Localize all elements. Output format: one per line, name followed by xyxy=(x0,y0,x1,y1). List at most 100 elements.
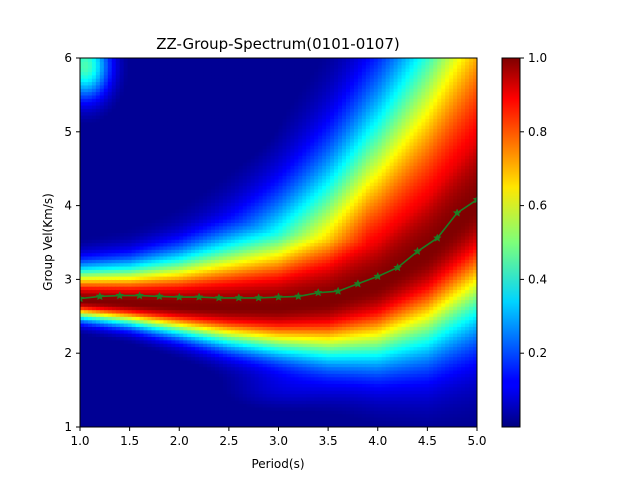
heatmap-cell xyxy=(242,222,248,227)
heatmap-cell xyxy=(250,339,256,344)
heatmap-cell xyxy=(80,255,85,260)
heatmap-cell xyxy=(167,104,172,109)
heatmap-cell xyxy=(199,282,204,287)
heatmap-cell xyxy=(207,292,212,297)
heatmap-cell xyxy=(242,306,248,311)
heatmap-cell xyxy=(135,316,141,321)
heatmap-cell xyxy=(131,269,137,274)
heatmap-cell xyxy=(199,413,204,418)
heatmap-cell xyxy=(230,158,236,163)
heatmap-cell xyxy=(135,155,141,160)
heatmap-cell xyxy=(199,148,204,153)
heatmap-cell xyxy=(139,138,145,143)
heatmap-cell xyxy=(123,306,129,311)
heatmap-cell xyxy=(218,336,224,341)
heatmap-cell xyxy=(131,125,137,130)
heatmap-cell xyxy=(183,111,188,116)
heatmap-cell xyxy=(222,155,228,160)
heatmap-cell xyxy=(234,349,240,354)
heatmap-cell xyxy=(226,125,232,130)
heatmap-cell xyxy=(115,232,121,237)
heatmap-cell xyxy=(143,225,149,230)
heatmap-cell xyxy=(87,356,93,361)
heatmap-cell xyxy=(143,279,149,284)
heatmap-cell xyxy=(226,306,232,311)
heatmap-cell xyxy=(91,172,97,176)
heatmap-cell xyxy=(171,225,176,230)
heatmap-cell xyxy=(203,151,208,156)
heatmap-cell xyxy=(159,135,164,140)
heatmap-cell xyxy=(95,299,101,304)
heatmap-cell xyxy=(131,282,137,287)
heatmap-cell xyxy=(211,339,216,344)
heatmap-cell xyxy=(171,316,176,321)
heatmap-cell xyxy=(179,235,184,240)
heatmap-cell xyxy=(242,74,248,79)
heatmap-cell xyxy=(226,219,232,223)
heatmap-cell xyxy=(199,366,204,371)
heatmap-cell xyxy=(127,353,133,358)
heatmap-cell xyxy=(246,141,252,146)
heatmap-cell xyxy=(250,349,256,354)
heatmap-cell xyxy=(238,269,244,274)
heatmap-cell xyxy=(258,380,264,384)
heatmap-cell xyxy=(147,390,153,395)
heatmap-cell xyxy=(254,212,260,217)
heatmap-cell xyxy=(171,74,176,79)
heatmap-cell xyxy=(222,316,228,321)
heatmap-cell xyxy=(218,81,224,86)
heatmap-cell xyxy=(91,74,97,79)
heatmap-cell xyxy=(95,420,101,425)
heatmap-cell xyxy=(179,68,184,73)
heatmap-cell xyxy=(234,343,240,348)
heatmap-cell xyxy=(167,125,172,130)
heatmap-cell xyxy=(111,249,117,254)
heatmap-cell xyxy=(246,339,252,344)
heatmap-cell xyxy=(222,81,228,86)
heatmap-cell xyxy=(155,91,160,96)
heatmap-cell xyxy=(258,279,264,284)
heatmap-cell xyxy=(250,279,256,284)
heatmap-cell xyxy=(80,363,85,368)
heatmap-cell xyxy=(91,222,97,227)
heatmap-cell xyxy=(111,88,117,93)
heatmap-cell xyxy=(95,188,101,193)
heatmap-cell xyxy=(147,232,153,237)
heatmap-cell xyxy=(203,393,208,398)
heatmap-cell xyxy=(159,84,164,89)
heatmap-cell xyxy=(103,168,109,173)
heatmap-cell xyxy=(191,118,196,123)
heatmap-cell xyxy=(226,78,232,83)
heatmap-cell xyxy=(107,115,113,119)
heatmap-cell xyxy=(195,272,200,277)
heatmap-cell xyxy=(234,104,240,109)
heatmap-cell xyxy=(159,373,164,378)
heatmap-cell xyxy=(103,58,109,62)
heatmap-cell xyxy=(103,212,109,217)
heatmap-cell xyxy=(203,91,208,96)
heatmap-cell xyxy=(171,135,176,140)
heatmap-cell xyxy=(131,141,137,146)
heatmap-cell xyxy=(155,222,160,227)
heatmap-cell xyxy=(211,145,216,150)
heatmap-cell xyxy=(179,202,184,207)
heatmap-cell xyxy=(234,269,240,274)
heatmap-cell xyxy=(179,155,184,160)
heatmap-cell xyxy=(123,84,129,89)
heatmap-cell xyxy=(107,161,113,166)
heatmap-cell xyxy=(127,71,133,76)
heatmap-cell xyxy=(203,192,208,197)
heatmap-cell xyxy=(111,423,117,427)
heatmap-cell xyxy=(167,386,172,391)
heatmap-cell xyxy=(199,225,204,230)
heatmap-cell xyxy=(254,363,260,368)
heatmap-cell xyxy=(91,58,97,62)
heatmap-cell xyxy=(179,376,184,381)
heatmap-cell xyxy=(80,104,85,109)
heatmap-cell xyxy=(151,68,157,73)
heatmap-cell xyxy=(171,111,176,116)
heatmap-cell xyxy=(127,416,133,421)
heatmap-cell xyxy=(191,229,196,234)
heatmap-cell xyxy=(250,98,256,103)
heatmap-cell xyxy=(87,115,93,119)
